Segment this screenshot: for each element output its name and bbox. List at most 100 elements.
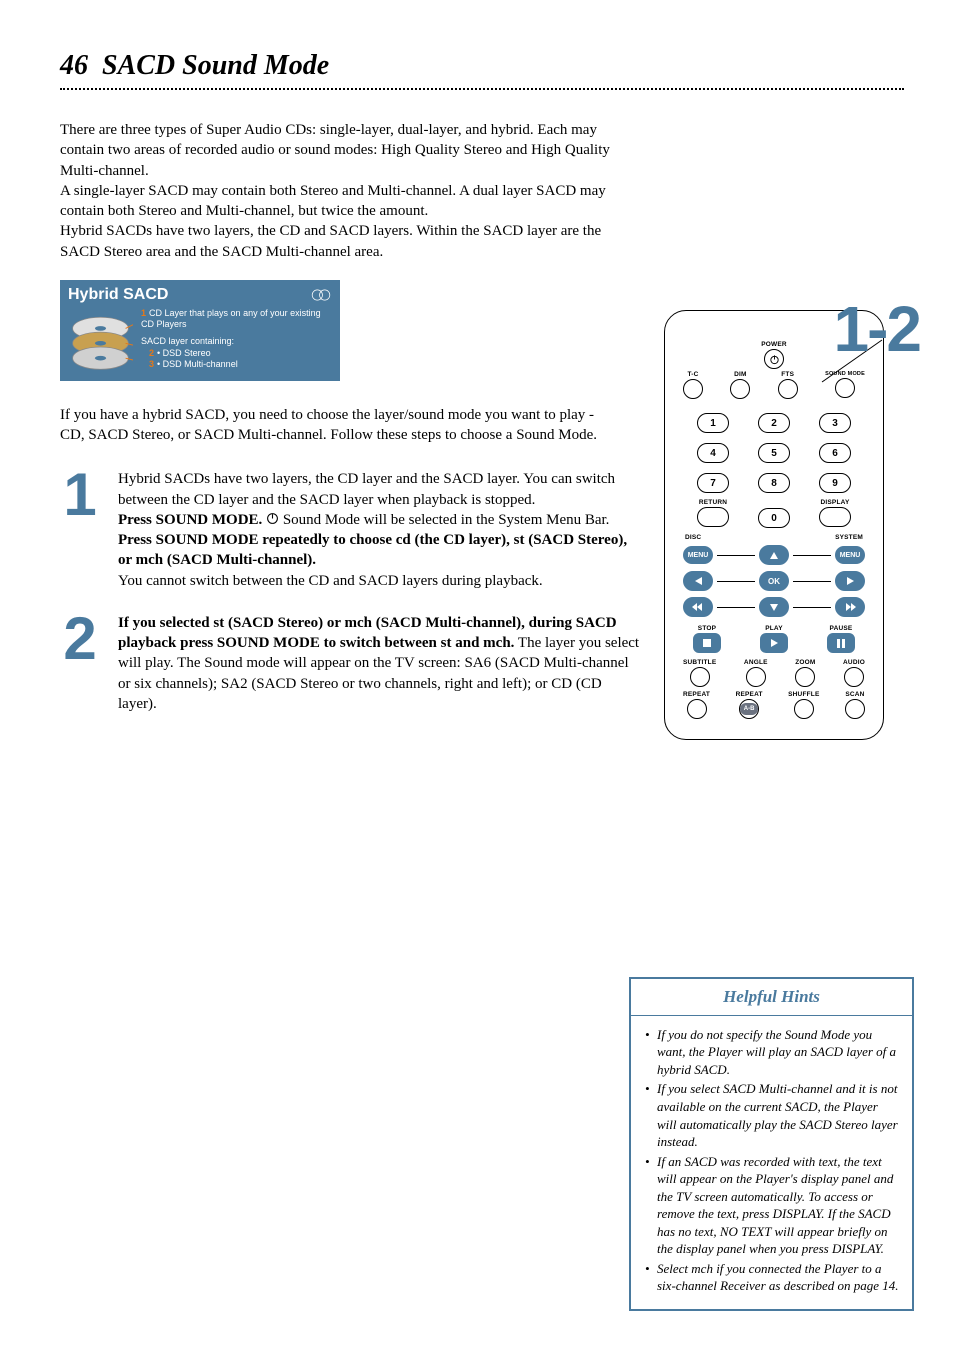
- pause-label: PAUSE: [830, 625, 853, 632]
- step-1: 1 Hybrid SACDs have two layers, the CD l…: [60, 469, 640, 591]
- fts-button[interactable]: [778, 379, 798, 399]
- nav-left-button[interactable]: [683, 571, 713, 591]
- intro-p2: A single-layer SACD may contain both Ste…: [60, 183, 606, 219]
- angle-label: ANGLE: [744, 659, 768, 666]
- connector-line: [793, 581, 831, 582]
- power-button[interactable]: [764, 349, 784, 369]
- keypad-4[interactable]: 4: [697, 443, 729, 463]
- connector-line: [793, 607, 831, 608]
- up-arrow-icon: [770, 552, 778, 559]
- step-callout-label: 1-2: [834, 292, 921, 366]
- connector-line: [717, 555, 755, 556]
- audio-label: AUDIO: [843, 659, 865, 666]
- power-icon: [769, 354, 780, 365]
- disc-layers-icon: [68, 308, 133, 373]
- pause-icon: [837, 639, 845, 648]
- step-number: 1: [60, 469, 100, 520]
- shuffle-label: SHUFFLE: [788, 691, 819, 698]
- skip-forward-icon: [843, 602, 857, 612]
- left-arrow-icon: [695, 577, 702, 585]
- hints-body: If you do not specify the Sound Mode you…: [631, 1016, 912, 1309]
- nav-cluster: MENU MENU OK: [679, 545, 869, 617]
- remote-illustration: 1-2 POWER T-C DIM FTS SOUND MODE 123 456…: [634, 310, 914, 740]
- layer-2a-text: • DSD Stereo: [157, 348, 211, 358]
- page-number: 46: [60, 50, 88, 81]
- tc-label: T-C: [687, 371, 698, 378]
- display-button[interactable]: [819, 507, 851, 527]
- repeat-ab-label: REPEAT: [736, 691, 763, 698]
- nav-right-button[interactable]: [835, 571, 865, 591]
- zoom-button[interactable]: [795, 667, 815, 687]
- nav-up-button[interactable]: [759, 545, 789, 565]
- ab-pill: A-B: [740, 703, 758, 715]
- hybrid-box-title-row: Hybrid SACD: [68, 286, 332, 304]
- stop-button[interactable]: [693, 633, 721, 653]
- stop-icon: [703, 639, 711, 647]
- dim-button[interactable]: [730, 379, 750, 399]
- pause-button[interactable]: [827, 633, 855, 653]
- step-number: 2: [60, 613, 100, 664]
- keypad-9[interactable]: 9: [819, 473, 851, 493]
- layer-number-1: 1: [141, 308, 146, 318]
- connector-line: [793, 555, 831, 556]
- skip-forward-button[interactable]: [835, 597, 865, 617]
- intro-p3: Hybrid SACDs have two layers, the CD and…: [60, 223, 601, 259]
- hint-item: If you select SACD Multi-channel and it …: [645, 1080, 900, 1150]
- play-icon: [771, 639, 778, 647]
- return-label: RETURN: [699, 499, 727, 506]
- tc-button[interactable]: [683, 379, 703, 399]
- layer-1-text: CD Layer that plays on any of your exist…: [141, 308, 321, 329]
- connector-line: [717, 607, 755, 608]
- keypad-1[interactable]: 1: [697, 413, 729, 433]
- remote-body: POWER T-C DIM FTS SOUND MODE 1 2 3 4 5 6 7 8 9…: [664, 310, 884, 740]
- hint-item: If an SACD was recorded with text, the t…: [645, 1153, 900, 1258]
- skip-back-button[interactable]: [683, 597, 713, 617]
- power-label: POWER: [761, 341, 787, 348]
- stop-label: STOP: [698, 625, 716, 632]
- steps-list: 1 Hybrid SACDs have two layers, the CD l…: [60, 469, 640, 714]
- keypad-7[interactable]: 7: [697, 473, 729, 493]
- step-1-body: Hybrid SACDs have two layers, the CD lay…: [118, 469, 640, 591]
- angle-button[interactable]: [746, 667, 766, 687]
- layer-2b-text: • DSD Multi-channel: [157, 359, 238, 369]
- keypad-8[interactable]: 8: [758, 473, 790, 493]
- repeat-label: REPEAT: [683, 691, 710, 698]
- audio-button[interactable]: [844, 667, 864, 687]
- skip-back-icon: [691, 602, 705, 612]
- ok-button[interactable]: OK: [759, 571, 789, 591]
- sound-mode-label: SOUND MODE: [825, 371, 865, 377]
- subtitle-button[interactable]: [690, 667, 710, 687]
- hybrid-box-body: 1CD Layer that plays on any of your exis…: [68, 308, 332, 373]
- down-arrow-icon: [770, 604, 778, 611]
- keypad-5[interactable]: 5: [758, 443, 790, 463]
- keypad-3[interactable]: 3: [819, 413, 851, 433]
- repeat-button[interactable]: [687, 699, 707, 719]
- keypad-6[interactable]: 6: [819, 443, 851, 463]
- layer-number-3: 3: [149, 359, 154, 369]
- fts-label: FTS: [781, 371, 794, 378]
- nav-down-button[interactable]: [759, 597, 789, 617]
- shuffle-button[interactable]: [794, 699, 814, 719]
- scan-label: SCAN: [845, 691, 864, 698]
- dim-label: DIM: [734, 371, 747, 378]
- step-2: 2 If you selected st (SACD Stereo) or mc…: [60, 613, 640, 714]
- keypad-0[interactable]: 0: [758, 508, 790, 528]
- layer-2-heading: SACD layer containing:: [141, 336, 332, 347]
- sacd-logo-icon: [310, 288, 332, 302]
- scan-button[interactable]: [845, 699, 865, 719]
- disc-menu-button[interactable]: MENU: [683, 546, 713, 564]
- disc-label: DISC: [685, 534, 701, 541]
- sound-mode-button[interactable]: [835, 378, 855, 398]
- play-button[interactable]: [760, 633, 788, 653]
- layer-number-2: 2: [149, 348, 154, 358]
- subtitle-label: SUBTITLE: [683, 659, 716, 666]
- hints-title: Helpful Hints: [631, 979, 912, 1016]
- system-label: SYSTEM: [835, 534, 863, 541]
- keypad-2[interactable]: 2: [758, 413, 790, 433]
- system-menu-button[interactable]: MENU: [835, 546, 865, 564]
- page-title: 46 SACD Sound Mode: [60, 50, 904, 82]
- intro-text: There are three types of Super Audio CDs…: [60, 120, 620, 262]
- return-button[interactable]: [697, 507, 729, 527]
- repeat-ab-button[interactable]: A-B: [739, 699, 759, 719]
- hint-item: Select mch if you connected the Player t…: [645, 1260, 900, 1295]
